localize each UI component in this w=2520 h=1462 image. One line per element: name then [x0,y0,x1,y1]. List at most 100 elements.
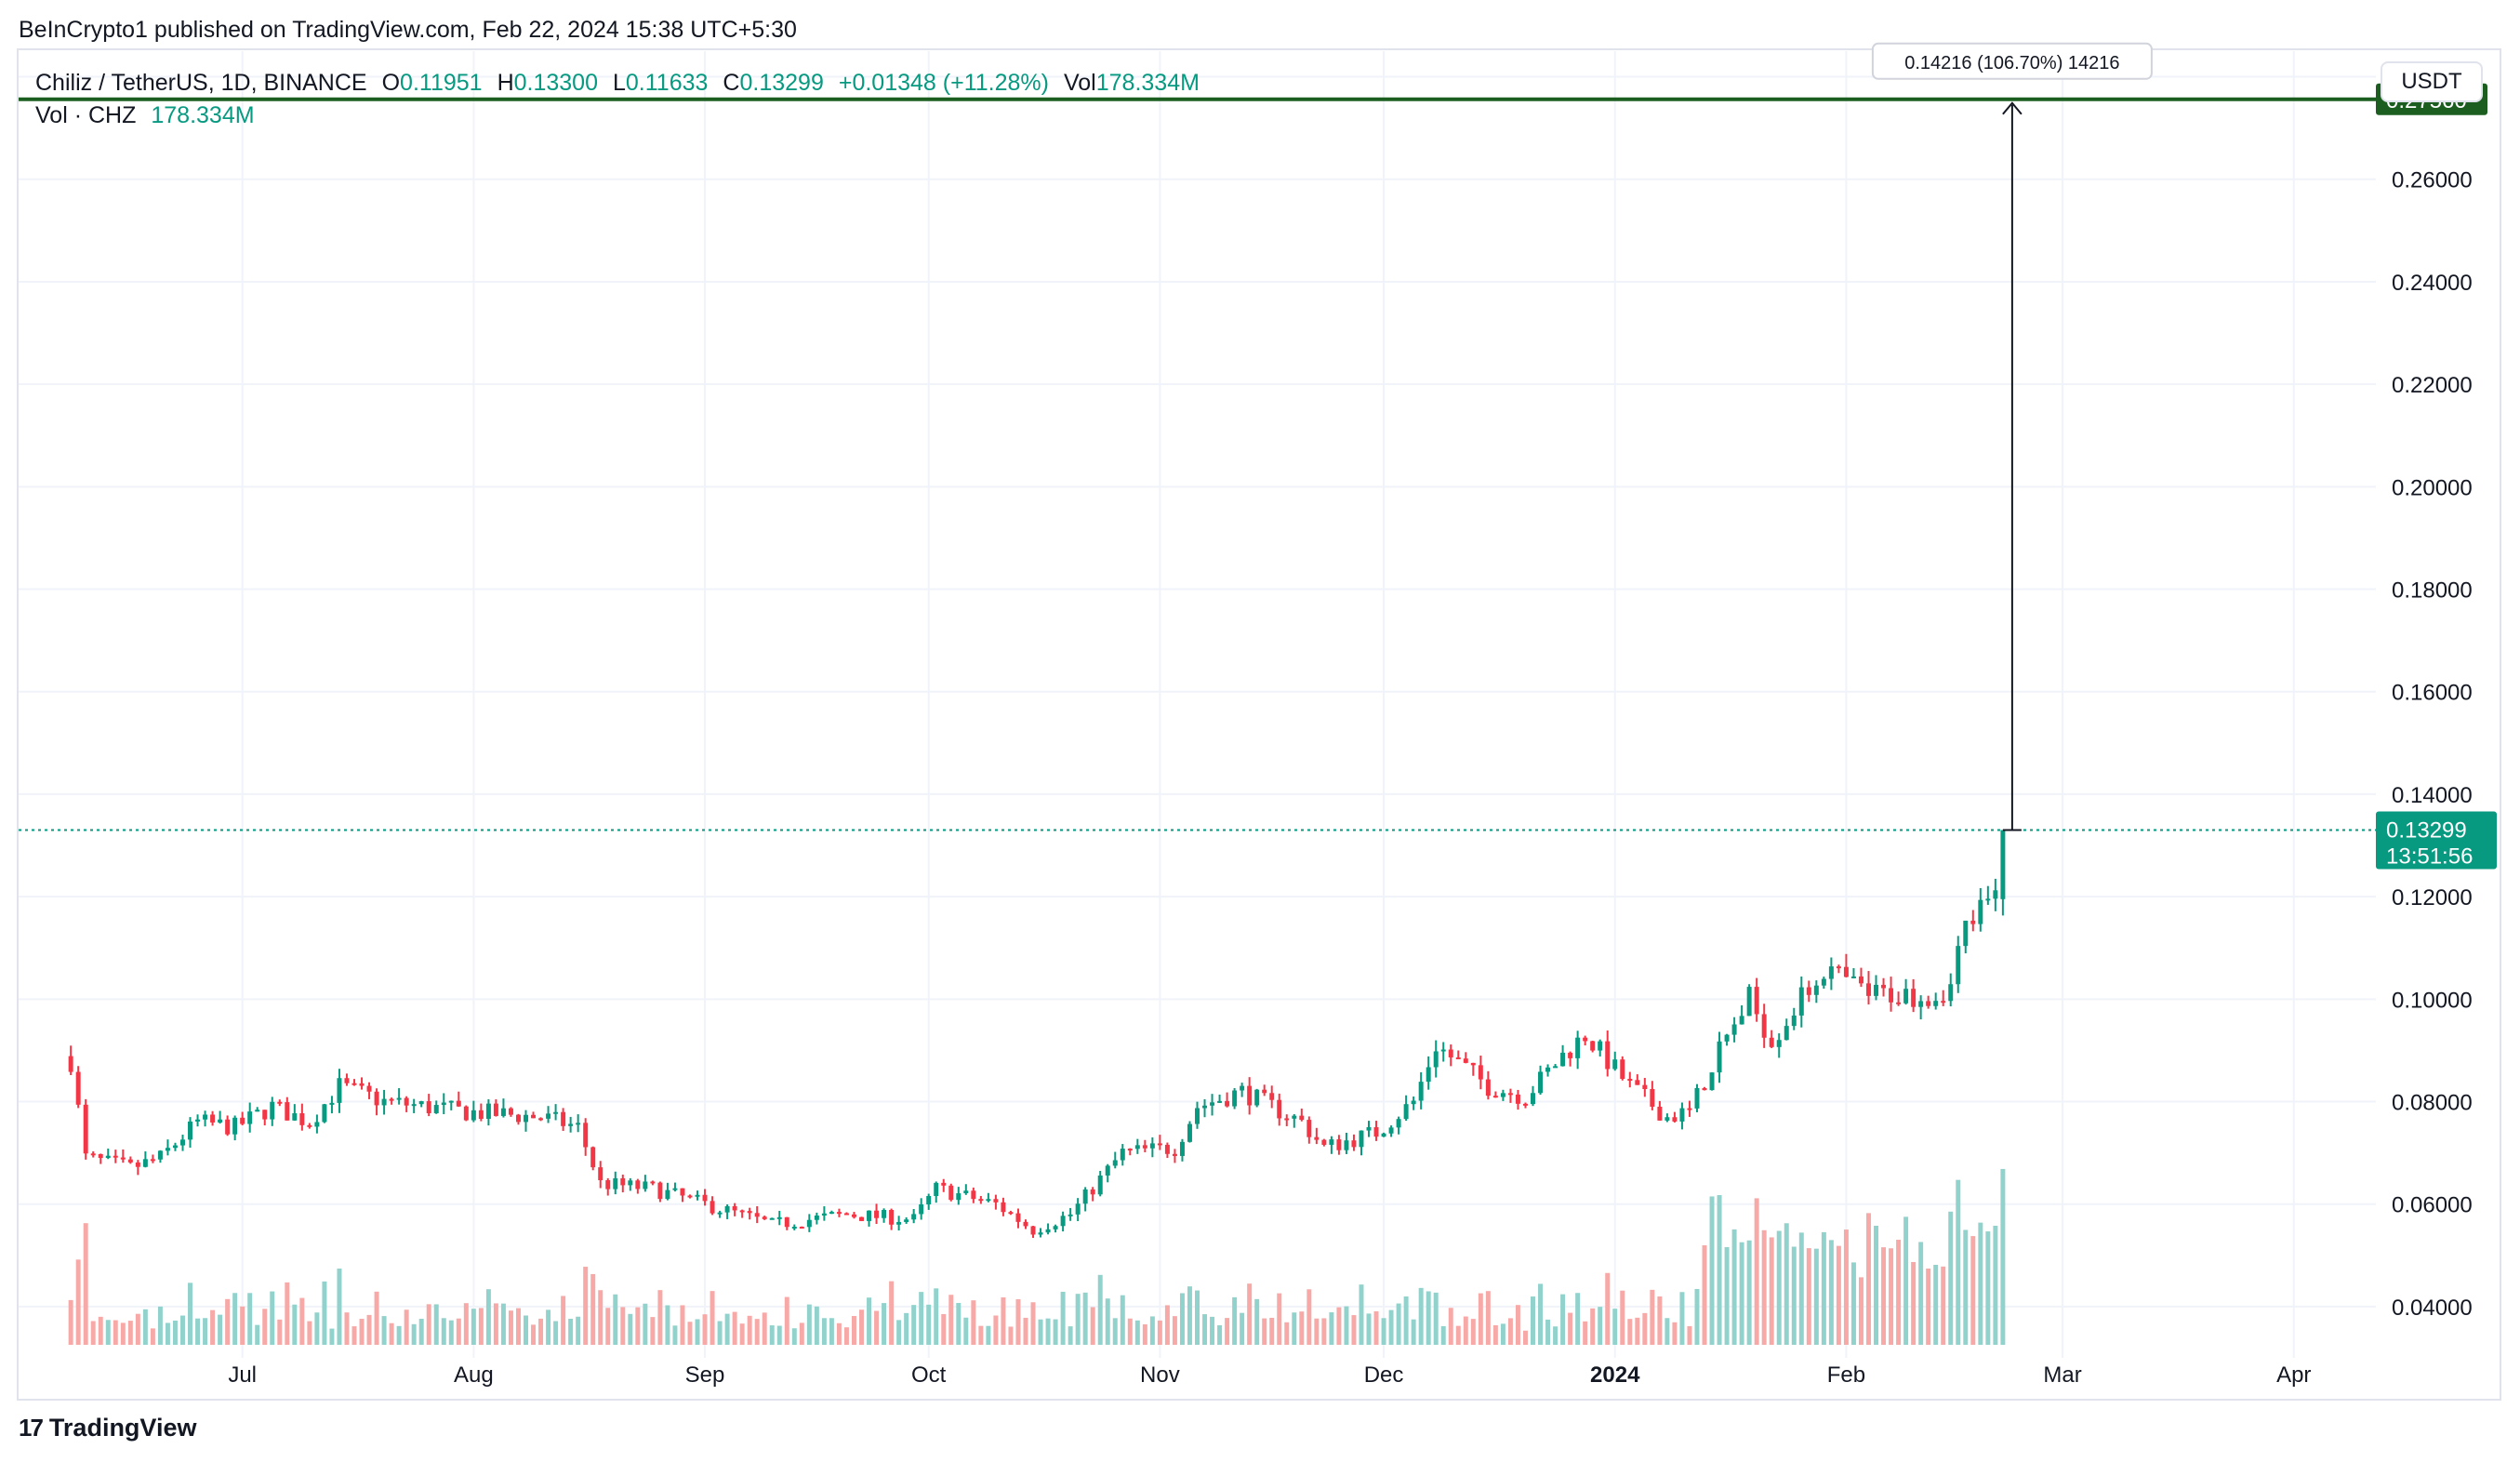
volume-bar [1687,1325,1692,1345]
volume-bar [441,1318,446,1345]
volume-bar [120,1322,126,1345]
candle-body [1210,1102,1215,1106]
candle-body [531,1114,537,1119]
candle-body [1097,1175,1103,1195]
chart-frame [17,48,2501,1401]
candle-body [791,1227,797,1229]
volume-bar [165,1322,170,1345]
volume-bar [359,1319,365,1345]
volume-bar [374,1291,379,1345]
volume-bar [919,1292,924,1345]
volume-bar [471,1309,476,1345]
open-value: 0.11951 [400,70,483,96]
volume-bar [351,1326,357,1345]
candle-body [1314,1136,1320,1140]
volume-bar [83,1223,88,1345]
volume-bar [1627,1319,1633,1345]
volume-bar [448,1320,454,1345]
volume-bar [717,1321,723,1345]
candle-body [105,1155,111,1159]
candle-body [1568,1052,1573,1058]
volume-bar [836,1322,842,1345]
candle-body [1262,1089,1267,1094]
candle-body [337,1078,342,1103]
candle-body [643,1181,648,1190]
candle-body [1299,1115,1305,1121]
volume-bar [1038,1319,1043,1345]
volume-bar [1650,1289,1655,1345]
volume-bar [1702,1244,1707,1345]
candle-body [307,1124,312,1127]
volume-bar [1001,1296,1006,1345]
candle-body [150,1159,155,1162]
volume-bar [270,1291,275,1345]
candle-body [292,1113,298,1121]
candle-body [1492,1096,1498,1098]
volume-bar [218,1314,223,1345]
volume-bar [867,1297,872,1345]
candle-body [1030,1226,1036,1235]
volume-bar [1120,1295,1125,1345]
candle-body [1418,1082,1424,1101]
volume-bar [1277,1293,1282,1345]
volume-bar [553,1321,559,1345]
volume-bar [926,1304,932,1345]
candle-body [1277,1099,1282,1119]
volume-bar [68,1299,73,1345]
volume-bar [754,1319,760,1345]
candle-body [1635,1080,1640,1085]
volume-bar [1359,1284,1364,1345]
candle-body [657,1182,663,1200]
candle-body [270,1101,275,1120]
candle-body [1232,1090,1238,1107]
candle-body [1761,1014,1767,1038]
candle-body [1463,1058,1468,1063]
volume-bar [874,1310,880,1345]
currency-button[interactable]: USDT [2381,61,2483,102]
candle-body [396,1097,402,1100]
time-tick-label: Aug [454,1362,494,1388]
candle-body [1485,1079,1491,1096]
volume-bar [1828,1240,1834,1345]
candle-body [867,1210,872,1221]
candle-body [583,1123,589,1148]
volume-bar [1172,1316,1177,1345]
volume-bar [978,1325,984,1345]
candle-body [1881,984,1887,989]
candle-body [590,1147,596,1168]
volume-bar [1030,1302,1036,1345]
candle-body [329,1102,335,1105]
volume-bar [1164,1305,1170,1345]
volume-bar [404,1309,409,1345]
volume-bar [1531,1296,1535,1345]
candle-body [1478,1065,1483,1080]
candle-body [1731,1024,1737,1035]
volume-bar [90,1321,96,1345]
volume-bar [911,1305,917,1345]
candle-body [538,1118,544,1121]
volume-bar [710,1291,715,1345]
volume-bar [1612,1309,1618,1345]
volume-bar [299,1297,305,1345]
candle-body [911,1214,917,1220]
candle-body [195,1119,201,1122]
volume-bar [576,1316,581,1345]
candle-body [1896,1002,1902,1004]
volume-bar [1843,1229,1849,1345]
candle-body [389,1098,394,1101]
volume-bar [1635,1317,1640,1345]
price-tick-label: 0.04000 [2392,1296,2473,1321]
volume-bar [1053,1319,1058,1345]
volume-bar [381,1316,387,1345]
candle-body [1784,1026,1789,1041]
candle-body [1373,1127,1379,1137]
volume-bar [896,1320,902,1345]
candle-body [225,1119,231,1135]
volume-bar [285,1282,290,1345]
volume-bar [1426,1291,1431,1345]
tradingview-logo[interactable]: 17 TradingView [19,1414,196,1442]
price-tick-label: 0.08000 [2392,1091,2473,1116]
volume-bar [493,1303,498,1345]
candle-body [1060,1216,1066,1227]
